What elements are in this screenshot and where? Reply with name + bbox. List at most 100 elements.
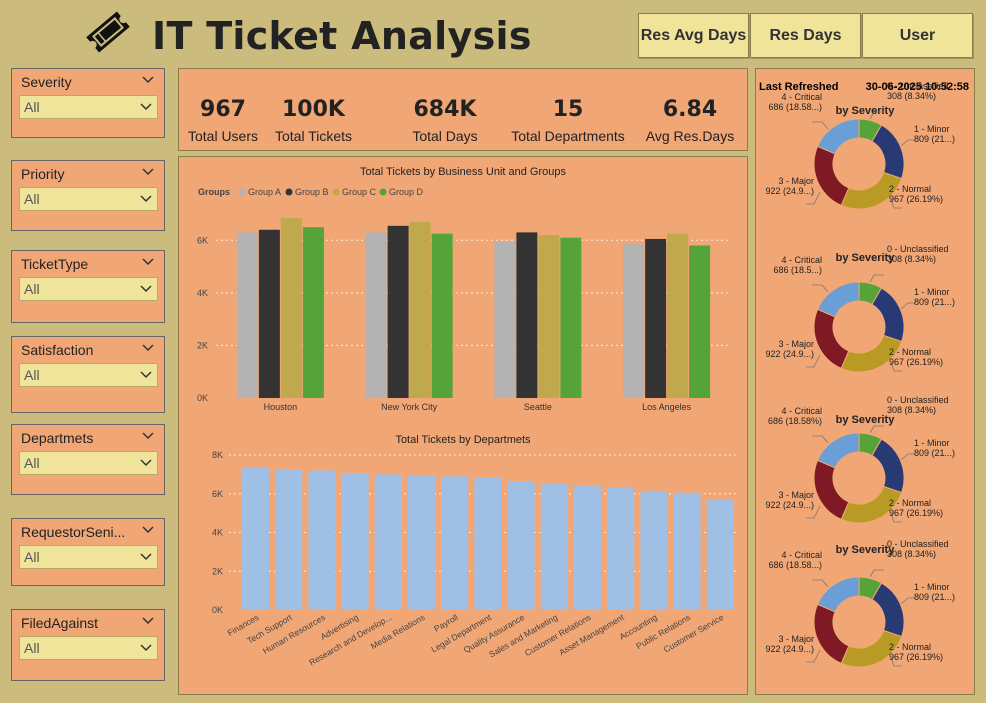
slicer-priority: Priority All [11, 160, 165, 231]
slicer-dropdown[interactable]: All [19, 277, 158, 301]
department-bar[interactable] [242, 467, 269, 610]
slice-value: 308 (8.34%) [887, 254, 937, 264]
slicer-dropdown[interactable]: All [19, 451, 158, 475]
res-avg-days-button[interactable]: Res Avg Days [638, 13, 749, 58]
bar-group-a[interactable] [365, 232, 387, 398]
kpi-caption: Total Tickets [274, 128, 353, 144]
donut-slice[interactable] [816, 281, 860, 318]
slice-name: 3 - Major [778, 490, 814, 500]
chevron-down-icon[interactable] [142, 525, 154, 535]
donut-slice[interactable] [871, 582, 905, 638]
donut-slice-label: 4 - Critical 686 (18.58...) [758, 550, 822, 570]
slicer-dropdown[interactable]: All [19, 187, 158, 211]
slice-value: 922 (24.9...) [765, 500, 814, 510]
department-bar[interactable] [308, 470, 336, 611]
department-bar[interactable] [408, 475, 435, 610]
bar-group-d[interactable] [689, 245, 711, 398]
slice-value: 922 (24.9...) [765, 349, 814, 359]
slicer-dropdown[interactable]: All [19, 545, 158, 569]
chevron-down-icon[interactable] [142, 75, 154, 85]
y-tick-label: 6K [212, 489, 223, 499]
slicer-dropdown[interactable]: All [19, 636, 158, 660]
leader-line [806, 191, 821, 205]
department-bar[interactable] [275, 469, 303, 610]
bar-group-a[interactable] [236, 232, 258, 398]
chevron-down-icon[interactable] [142, 343, 154, 353]
res-days-button[interactable]: Res Days [750, 13, 861, 58]
chevron-down-icon [140, 644, 152, 652]
x-tick-label: Houston [264, 402, 298, 412]
severity-donut-chart [806, 569, 916, 668]
donut-slice[interactable] [816, 576, 860, 613]
slicer-dropdown[interactable]: All [19, 363, 158, 387]
bar-group-d[interactable] [302, 227, 324, 398]
y-tick-label: 0K [212, 605, 223, 615]
bar-group-b[interactable] [645, 238, 667, 398]
bar-group-d[interactable] [560, 237, 582, 398]
slicer-dropdown[interactable]: All [19, 95, 158, 119]
donut-slice[interactable] [813, 459, 850, 521]
slicer-label: Priority [21, 166, 65, 182]
business-unit-chart-title: Total Tickets by Business Unit and Group… [359, 166, 567, 178]
leader-line [890, 199, 902, 209]
department-bar[interactable] [341, 473, 369, 610]
leader-line [900, 139, 916, 147]
y-tick-label: 0K [197, 393, 208, 403]
bar-group-d[interactable] [431, 233, 453, 398]
slice-name: 1 - Minor [914, 287, 950, 297]
severity-donut-chart [806, 111, 916, 210]
department-bar[interactable] [474, 477, 502, 610]
donut-slice[interactable] [871, 287, 905, 343]
bar-group-c[interactable] [280, 217, 302, 398]
leader-line [900, 453, 916, 461]
slice-name: 2 - Normal [889, 184, 932, 194]
legend-marker [379, 188, 387, 196]
department-bar[interactable] [574, 485, 601, 610]
bar-group-c[interactable] [409, 221, 431, 398]
slicer-value: All [24, 99, 40, 115]
slice-value: 308 (8.34%) [887, 549, 937, 559]
chevron-down-icon[interactable] [142, 257, 154, 267]
chevron-down-icon[interactable] [142, 616, 154, 626]
kpi-total-departments: 15 Total Departments [509, 97, 627, 144]
bar-group-c[interactable] [538, 235, 560, 398]
donut-slice[interactable] [816, 118, 860, 155]
slice-name: 4 - Critical [781, 550, 822, 560]
slicer-filedagainst: FiledAgainst All [11, 609, 165, 681]
department-bar[interactable] [706, 499, 734, 610]
donut-slice[interactable] [871, 124, 905, 180]
slice-name: 2 - Normal [889, 347, 932, 357]
donut-slice[interactable] [813, 145, 850, 207]
chevron-down-icon[interactable] [142, 431, 154, 441]
department-bar[interactable] [441, 476, 469, 610]
slice-name: 0 - Unclassified [887, 539, 949, 549]
bar-group-b[interactable] [387, 225, 409, 398]
kpi-total-users: 967 Total Users [187, 97, 259, 144]
bar-group-c[interactable] [667, 233, 689, 398]
ticket-icon [82, 6, 134, 58]
chevron-down-icon [140, 195, 152, 203]
department-bar[interactable] [507, 481, 535, 610]
donut-slice[interactable] [816, 432, 860, 469]
bar-group-b[interactable] [516, 232, 538, 398]
bar-group-b[interactable] [258, 229, 280, 398]
donut-slice[interactable] [813, 603, 850, 665]
slicer-label: RequestorSeni... [21, 524, 126, 540]
chevron-down-icon[interactable] [142, 167, 154, 177]
chevron-down-icon [140, 103, 152, 111]
slice-name: 0 - Unclassified [887, 395, 949, 405]
donut-slice[interactable] [871, 438, 905, 494]
department-bar[interactable] [673, 492, 701, 610]
donut-slice[interactable] [813, 308, 850, 370]
chart-panel: Total Tickets by Business Unit and Group… [178, 156, 748, 695]
department-bar[interactable] [607, 486, 635, 610]
user-button[interactable]: User [862, 13, 973, 58]
bar-group-a[interactable] [494, 241, 516, 398]
leader-line [869, 425, 884, 434]
department-bar[interactable] [640, 490, 668, 610]
department-bar[interactable] [540, 483, 568, 610]
bar-group-a[interactable] [623, 244, 645, 398]
slice-name: 1 - Minor [914, 438, 950, 448]
department-bar[interactable] [374, 474, 402, 610]
chevron-down-icon [140, 459, 152, 467]
